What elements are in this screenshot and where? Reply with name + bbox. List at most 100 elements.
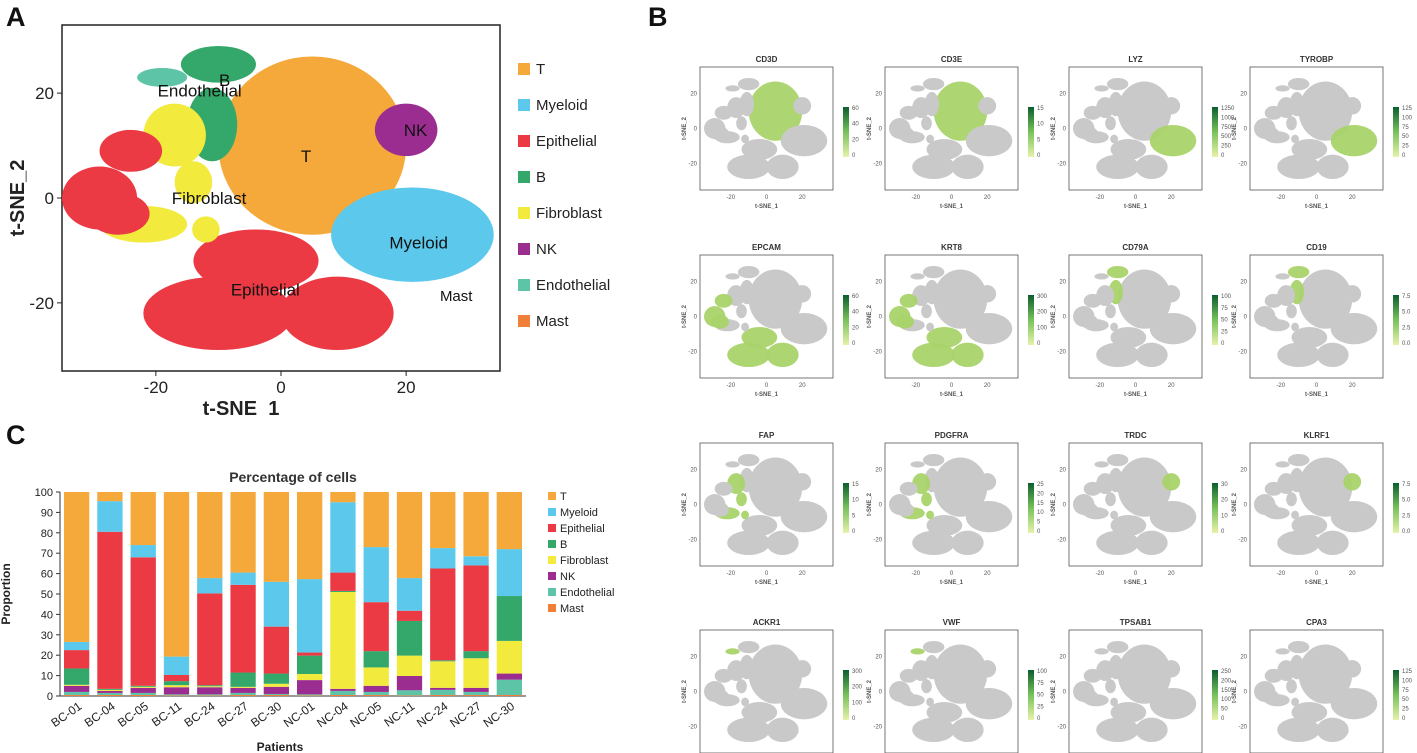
x-tick-label: 0 — [1315, 571, 1319, 577]
bar-nk — [130, 687, 156, 693]
bar-t — [230, 492, 256, 573]
feature-cluster — [912, 154, 956, 180]
feature-cluster — [1330, 313, 1378, 345]
feature-cluster — [1343, 660, 1362, 678]
y-tick-label: -20 — [688, 349, 697, 355]
x-tick-label: 20 — [799, 571, 806, 577]
gene-title: VWF — [943, 618, 961, 627]
feature-cluster — [1291, 134, 1299, 144]
scale-tick-label: 125 — [1402, 669, 1413, 675]
x-tick-label: 20 — [1168, 383, 1175, 389]
bar-t — [163, 492, 190, 657]
bar-myeloid — [396, 578, 423, 611]
legend-swatch-t — [518, 63, 530, 75]
cluster-label: Epithelial — [231, 281, 300, 300]
feature-plot-grid: CD3D-20 0 20200-20t-SNE_1t-SNE_26040200CD3… — [682, 55, 1413, 753]
bar-mast — [463, 694, 489, 696]
y-tick-label: -20 — [1057, 161, 1066, 167]
x-tick-label: 20 — [984, 195, 991, 201]
bar-b — [263, 673, 290, 684]
bar-mast — [496, 694, 523, 696]
bar-t — [363, 492, 389, 548]
feature-cluster — [1117, 81, 1172, 141]
bar-epithelial — [63, 650, 90, 669]
feature-cluster — [1330, 501, 1378, 533]
bar-nk — [430, 687, 456, 690]
feature-cluster — [780, 313, 828, 345]
bar-b — [130, 685, 156, 687]
feature-cluster — [711, 502, 729, 517]
feature-cluster — [1316, 530, 1349, 556]
x-tick-label: 0 — [765, 195, 769, 201]
feature-cluster — [1094, 273, 1109, 280]
x-axis-label: t-SNE_1 — [1305, 580, 1329, 586]
gene-title: CD79A — [1122, 243, 1148, 252]
feature-cluster — [1330, 125, 1378, 157]
feature-cluster — [1106, 77, 1129, 91]
x-tick-label: -20 — [1276, 571, 1285, 577]
y-tick-label: -20 — [1238, 349, 1247, 355]
cluster-label: Myeloid — [389, 234, 448, 253]
legend-label: B — [560, 539, 567, 551]
y-axis-label: t-SNE_2 — [1051, 492, 1057, 516]
feature-cluster — [1298, 457, 1353, 517]
gene-title: CD3E — [941, 55, 963, 64]
bar-mast — [97, 694, 123, 696]
feature-cluster — [1277, 530, 1321, 556]
feature-cluster — [1330, 688, 1378, 720]
scale-tick-label: 200 — [1221, 678, 1232, 684]
cluster-endothelial-5 — [137, 67, 188, 87]
feature-cluster — [1316, 342, 1349, 368]
legend-label: Myeloid — [536, 97, 588, 114]
y-tick-label: 0 — [694, 315, 698, 321]
feature-cluster — [741, 322, 749, 332]
feature-cluster — [741, 138, 778, 160]
scale-tick-label: 200 — [852, 685, 863, 691]
feature-cluster — [1261, 314, 1279, 329]
y-tick-label: 20 — [690, 280, 697, 286]
bar-myeloid — [296, 579, 323, 653]
legend-swatch-epithelial — [518, 135, 530, 147]
y-tick-label: -20 — [688, 161, 697, 167]
feature-cluster — [899, 105, 918, 120]
legend-label: Mast — [560, 603, 584, 615]
color-scale-bar — [1212, 107, 1218, 157]
bar-epithelial — [163, 674, 190, 682]
scale-tick-label: 5.0 — [1402, 498, 1411, 504]
scale-tick-label: 125 — [1402, 106, 1413, 112]
y-axis-label: t-SNE_2 — [1232, 116, 1238, 140]
y-axis-label: Proportion — [0, 563, 13, 624]
y-axis-label: t-SNE_2 — [682, 116, 688, 140]
feature-cluster — [1083, 481, 1102, 496]
scale-tick-label: 500 — [1221, 134, 1232, 140]
feature-cluster — [793, 97, 812, 115]
x-axis-label: t-SNE_1 — [1305, 392, 1329, 398]
legend-swatch-nk — [548, 572, 556, 580]
color-scale-bar — [1393, 483, 1399, 533]
feature-cluster — [1287, 77, 1310, 91]
feature-cluster — [1096, 154, 1140, 180]
feature-cluster — [793, 285, 812, 303]
feature-cluster — [1261, 502, 1279, 517]
cluster-fibroblast-7 — [174, 161, 213, 204]
feature-cluster — [736, 492, 747, 507]
scale-tick-label: 20 — [1221, 498, 1228, 504]
feature-cluster — [921, 116, 932, 131]
feature-cluster — [1106, 453, 1129, 467]
feature-cluster — [1261, 689, 1279, 704]
scale-tick-label: 5.0 — [1402, 310, 1411, 316]
gene-title: CPA3 — [1306, 618, 1327, 627]
scale-tick-label: 0.0 — [1402, 341, 1411, 347]
bar-epithelial — [130, 557, 156, 686]
y-tick-label: -20 — [1238, 537, 1247, 543]
bar-nk — [396, 676, 423, 691]
gene-title: KRT8 — [941, 243, 962, 252]
scale-tick-label: 100 — [1402, 115, 1413, 121]
scale-tick-label: 10 — [1037, 122, 1044, 128]
y-axis-label: t-SNE_2 — [7, 160, 29, 237]
feature-cluster — [1094, 85, 1109, 92]
bar-myeloid — [363, 547, 389, 603]
feature-cluster — [896, 502, 914, 517]
feature-cluster — [727, 717, 771, 743]
feature-cluster — [1083, 105, 1102, 120]
